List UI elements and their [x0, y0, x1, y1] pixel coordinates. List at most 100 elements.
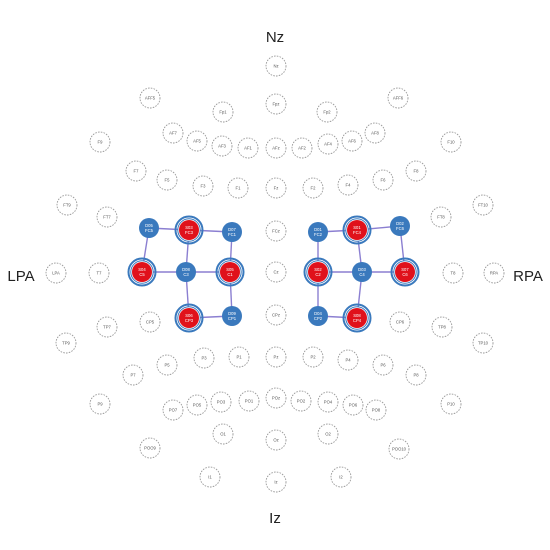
electrode-f4[interactable]: F4 — [337, 174, 359, 196]
electrode-cz[interactable]: Cz — [265, 261, 287, 283]
electrode-af3[interactable]: AF3 — [211, 135, 233, 157]
electrode-tp9[interactable]: TP9 — [55, 332, 77, 354]
electrode-poz[interactable]: POz — [265, 387, 287, 409]
electrode-t7[interactable]: T7 — [88, 262, 110, 284]
electrode-iz[interactable]: Iz — [265, 471, 287, 493]
optode-position-label: FC5 — [145, 228, 154, 233]
electrode-p3[interactable]: P3 — [193, 347, 215, 369]
optode-id-label: D08 — [182, 267, 190, 272]
electrode-po2[interactable]: PO2 — [290, 390, 312, 412]
electrode-ft8[interactable]: FT8 — [430, 206, 452, 228]
electrode-fcz[interactable]: FCz — [265, 220, 287, 242]
detector-marker — [390, 216, 410, 236]
electrode-ft9[interactable]: FT9 — [56, 194, 78, 216]
electrode-poo10[interactable]: POO10 — [388, 438, 410, 460]
electrode-oz[interactable]: Oz — [265, 429, 287, 451]
electrode-f10[interactable]: F10 — [440, 131, 462, 153]
electrode-p8[interactable]: P8 — [405, 364, 427, 386]
electrode-p10[interactable]: P10 — [440, 393, 462, 415]
electrode-fz[interactable]: Fz — [265, 177, 287, 199]
electrode-po3[interactable]: PO3 — [210, 391, 232, 413]
electrode-tp7[interactable]: TP7 — [96, 316, 118, 338]
electrode-af1[interactable]: AF1 — [237, 137, 259, 159]
electrode-aff5[interactable]: AFF5 — [139, 87, 161, 109]
electrode-nz[interactable]: Nz — [265, 55, 287, 77]
electrode-fp1[interactable]: Fp1 — [212, 101, 234, 123]
electrode-tp10[interactable]: TP10 — [472, 332, 494, 354]
electrode-af6[interactable]: AF6 — [341, 130, 363, 152]
electrode-po1[interactable]: PO1 — [238, 390, 260, 412]
electrode-p2[interactable]: P2 — [302, 346, 324, 368]
electrode-tp8[interactable]: TP8 — [431, 316, 453, 338]
electrode-label: P4 — [345, 358, 351, 363]
electrode-o2[interactable]: O2 — [317, 423, 339, 445]
landmark-rpa: RPA — [513, 268, 543, 285]
electrode-cp6[interactable]: CP6 — [389, 311, 411, 333]
electrode-marker — [162, 399, 184, 421]
electrode-f2[interactable]: F2 — [302, 177, 324, 199]
electrode-p6[interactable]: P6 — [372, 354, 394, 376]
electrode-p7[interactable]: P7 — [122, 364, 144, 386]
electrode-po4[interactable]: PO4 — [317, 391, 339, 413]
electrode-af8[interactable]: AF8 — [364, 122, 386, 144]
electrode-f9[interactable]: F9 — [89, 131, 111, 153]
electrode-af4[interactable]: AF4 — [317, 133, 339, 155]
electrode-aff6[interactable]: AFF6 — [387, 87, 409, 109]
electrode-f1[interactable]: F1 — [227, 177, 249, 199]
electrode-cpz[interactable]: CPz — [265, 304, 287, 326]
electrode-fpz[interactable]: Fpz — [265, 93, 287, 115]
electrode-label: P7 — [130, 373, 136, 378]
electrode-i2[interactable]: I2 — [330, 466, 352, 488]
electrode-label: POz — [272, 396, 280, 401]
electrode-p4[interactable]: P4 — [337, 349, 359, 371]
electrode-f6[interactable]: F6 — [372, 169, 394, 191]
electrode-po6[interactable]: PO6 — [342, 394, 364, 416]
electrode-marker — [290, 390, 312, 412]
electrode-pz[interactable]: Pz — [265, 346, 287, 368]
electrode-cp5[interactable]: CP5 — [139, 311, 161, 333]
electrode-p5[interactable]: P5 — [156, 354, 178, 376]
optode-position-label: C2 — [315, 272, 321, 277]
electrode-f8[interactable]: F8 — [405, 160, 427, 182]
electrode-lpa[interactable]: LPA — [45, 262, 67, 284]
electrode-ft7[interactable]: FT7 — [96, 206, 118, 228]
electrode-p1[interactable]: P1 — [228, 346, 250, 368]
electrode-poo9[interactable]: POO9 — [139, 437, 161, 459]
electrode-af7[interactable]: AF7 — [162, 122, 184, 144]
electrode-o1[interactable]: O1 — [212, 423, 234, 445]
electrode-f7[interactable]: F7 — [125, 160, 147, 182]
electrode-t8[interactable]: T8 — [442, 262, 464, 284]
electrode-po7[interactable]: PO7 — [162, 399, 184, 421]
source-ring — [303, 257, 333, 287]
electrode-af5[interactable]: AF5 — [186, 130, 208, 152]
electrode-po5[interactable]: PO5 — [186, 394, 208, 416]
electrode-f3[interactable]: F3 — [192, 175, 214, 197]
electrode-po8[interactable]: PO8 — [365, 399, 387, 421]
electrode-i1[interactable]: I1 — [199, 466, 221, 488]
electrode-p9[interactable]: P9 — [89, 393, 111, 415]
optode-id-label: D07 — [228, 227, 236, 232]
electrode-f5[interactable]: F5 — [156, 169, 178, 191]
electrode-ft10[interactable]: FT10 — [472, 194, 494, 216]
electrode-rpa[interactable]: RPA — [483, 262, 505, 284]
electrode-af2[interactable]: AF2 — [291, 137, 313, 159]
electrode-fp2[interactable]: Fp2 — [316, 101, 338, 123]
electrode-afz[interactable]: AFz — [265, 137, 287, 159]
electrode-marker — [388, 438, 410, 460]
